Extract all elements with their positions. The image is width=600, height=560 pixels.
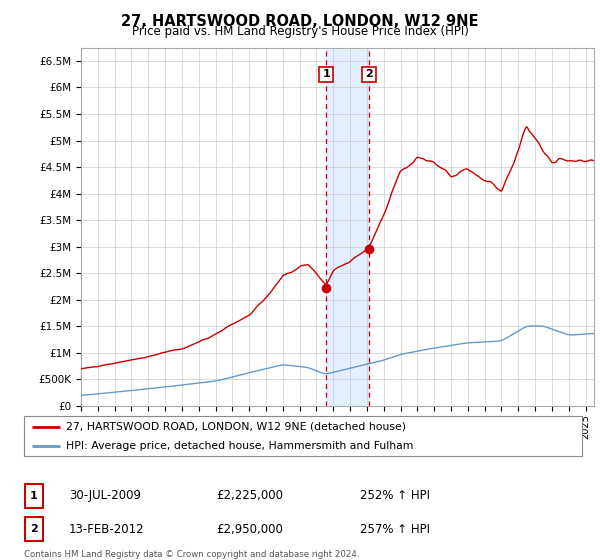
FancyBboxPatch shape <box>24 416 582 456</box>
Text: 1: 1 <box>322 69 330 80</box>
FancyBboxPatch shape <box>25 517 43 542</box>
Text: £2,950,000: £2,950,000 <box>216 522 283 536</box>
FancyBboxPatch shape <box>25 483 43 508</box>
Text: 13-FEB-2012: 13-FEB-2012 <box>69 522 145 536</box>
Text: 27, HARTSWOOD ROAD, LONDON, W12 9NE (detached house): 27, HARTSWOOD ROAD, LONDON, W12 9NE (det… <box>66 422 406 432</box>
Text: 1: 1 <box>30 491 38 501</box>
Text: Price paid vs. HM Land Registry's House Price Index (HPI): Price paid vs. HM Land Registry's House … <box>131 25 469 38</box>
Text: 2: 2 <box>365 69 373 80</box>
Text: 30-JUL-2009: 30-JUL-2009 <box>69 489 141 502</box>
Text: 2: 2 <box>30 524 38 534</box>
Text: HPI: Average price, detached house, Hammersmith and Fulham: HPI: Average price, detached house, Hamm… <box>66 441 413 450</box>
Text: Contains HM Land Registry data © Crown copyright and database right 2024.
This d: Contains HM Land Registry data © Crown c… <box>24 550 359 560</box>
Text: £2,225,000: £2,225,000 <box>216 489 283 502</box>
Text: 252% ↑ HPI: 252% ↑ HPI <box>360 489 430 502</box>
Bar <box>326 48 369 406</box>
Text: 27, HARTSWOOD ROAD, LONDON, W12 9NE: 27, HARTSWOOD ROAD, LONDON, W12 9NE <box>121 14 479 29</box>
Text: 257% ↑ HPI: 257% ↑ HPI <box>360 522 430 536</box>
